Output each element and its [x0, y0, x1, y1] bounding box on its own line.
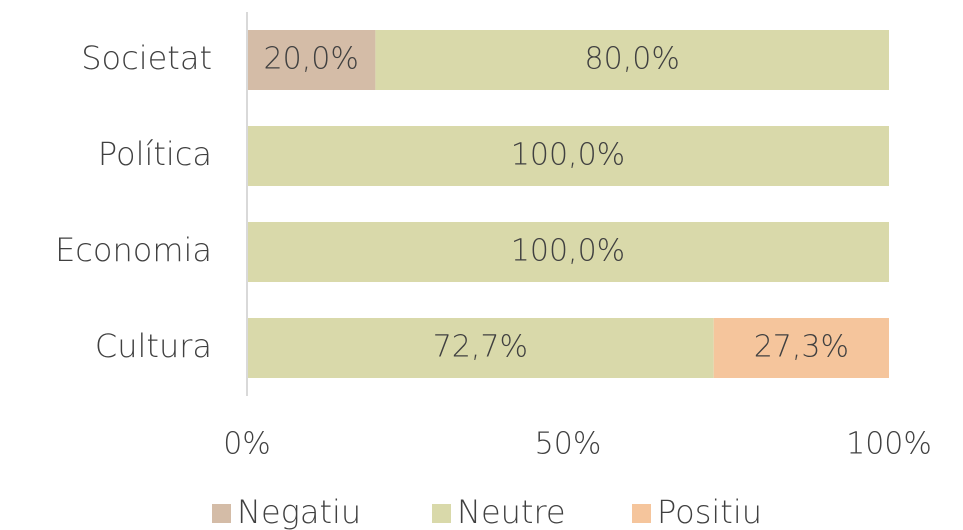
bar-segment [247, 222, 889, 282]
y-tick-label: Societat [81, 39, 212, 77]
data-label: 72,7% [433, 330, 528, 365]
y-tick-label: Política [98, 135, 212, 173]
y-tick-label: Economia [55, 231, 212, 269]
data-label: 27,3% [754, 330, 849, 365]
data-label: 100,0% [511, 138, 625, 173]
data-label: 20,0% [264, 42, 359, 77]
legend-label: Positiu [657, 493, 762, 530]
data-label: 100,0% [511, 234, 625, 269]
data-label: 80,0% [585, 42, 680, 77]
legend-swatch [212, 504, 231, 523]
x-tick-label: 0% [223, 427, 271, 462]
legend-label: Neutre [457, 493, 566, 530]
x-tick-label: 100% [846, 427, 932, 462]
bar-segment [247, 30, 376, 90]
bar-segment [247, 318, 714, 378]
bar-segment [375, 30, 889, 90]
bar-segment [247, 126, 889, 186]
bar-segment [713, 318, 889, 378]
y-tick-label: Cultura [95, 327, 212, 365]
legend-swatch [432, 504, 451, 523]
legend-label: Negatiu [237, 493, 361, 530]
legend-swatch [632, 504, 651, 523]
x-tick-label: 50% [535, 427, 602, 462]
